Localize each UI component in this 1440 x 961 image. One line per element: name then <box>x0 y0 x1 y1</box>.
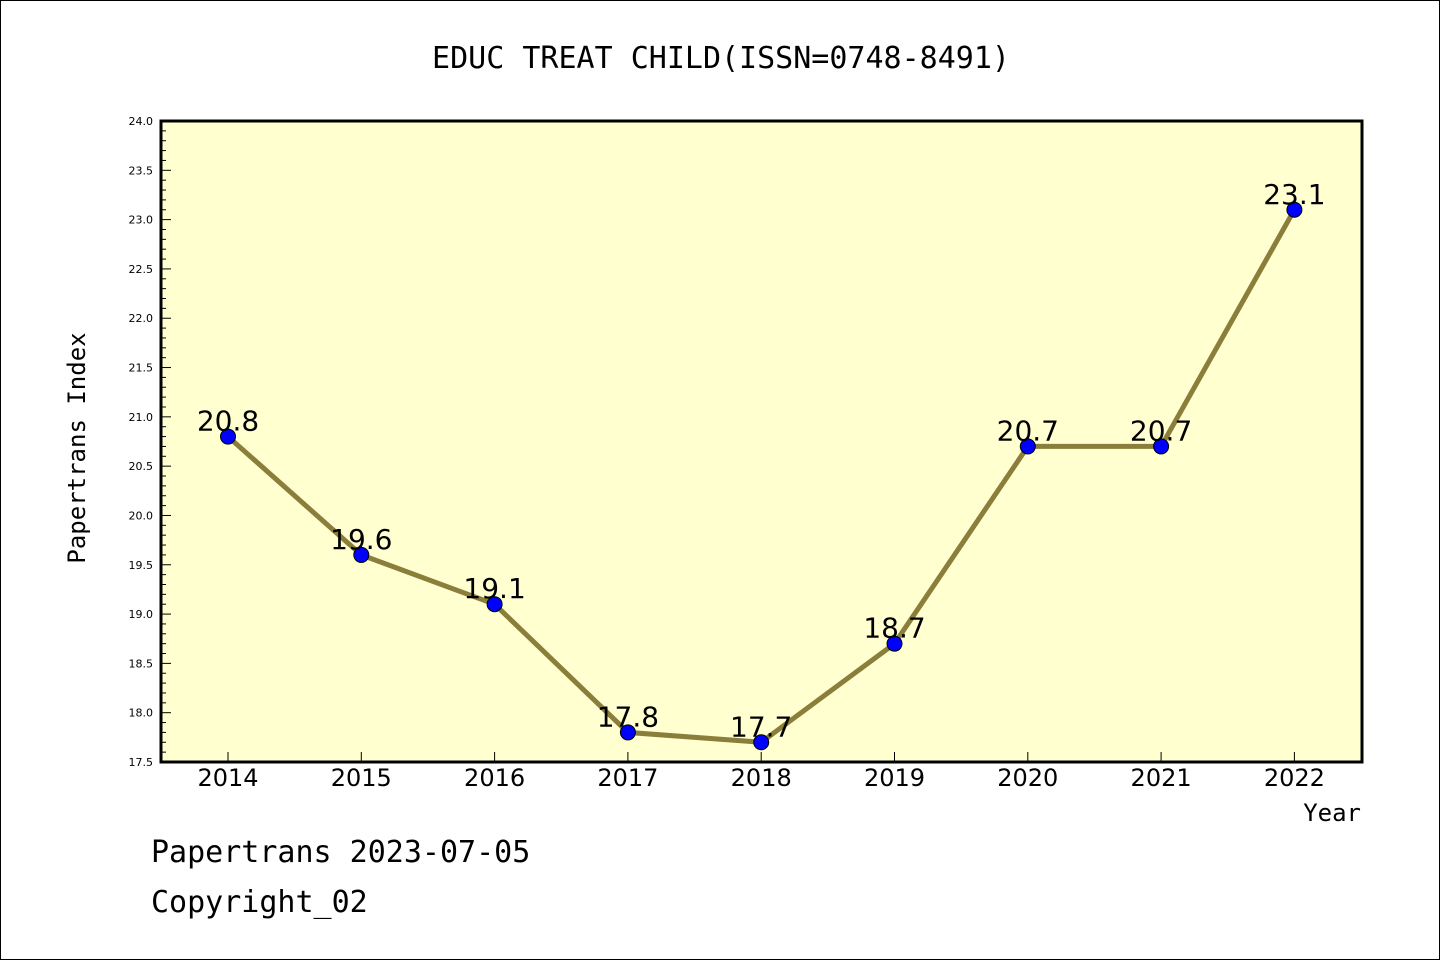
y-tick-label: 20.5 <box>129 460 154 473</box>
x-tick-label: 2016 <box>464 764 525 792</box>
data-label: 20.8 <box>197 405 259 438</box>
data-label: 17.8 <box>597 700 659 733</box>
x-axis: 2014 2015 2016 2017 2018 2019 2020 2021 2022 <box>197 752 1325 792</box>
y-tick-label: 23.0 <box>129 214 154 227</box>
chart-title: EDUC TREAT CHILD(ISSN=0748-8491) <box>432 41 1010 76</box>
y-tick-label: 21.5 <box>129 362 154 375</box>
data-point <box>886 635 903 652</box>
y-tick-label: 23.5 <box>129 164 154 177</box>
data-point <box>486 596 503 613</box>
data-label: 18.7 <box>863 612 925 645</box>
data-point <box>353 546 370 563</box>
data-label: 19.6 <box>330 523 392 556</box>
y-tick-label: 18.5 <box>129 657 154 670</box>
y-tick-label: 20.0 <box>129 509 154 522</box>
y-tick-label: 17.5 <box>129 756 154 769</box>
data-label: 20.7 <box>1130 414 1192 447</box>
y-tick-label: 24.0 <box>129 115 154 128</box>
x-tick-label: 2018 <box>731 764 792 792</box>
data-point <box>1286 201 1303 218</box>
footer-copyright: Copyright_02 <box>151 885 368 920</box>
x-tick-label: 2015 <box>331 764 392 792</box>
y-tick-label: 19.0 <box>129 608 154 621</box>
x-tick-label: 2014 <box>197 764 258 792</box>
y-axis: 17.5 18.0 18.5 19.0 19.5 20.0 20.5 21.0 21.5 22.0… <box>129 115 171 769</box>
y-tick-label: 22.5 <box>129 263 154 276</box>
y-tick-label: 18.0 <box>129 707 154 720</box>
x-tick-label: 2021 <box>1131 764 1192 792</box>
x-tick-label: 2019 <box>864 764 925 792</box>
data-label: 23.1 <box>1263 178 1325 211</box>
data-point <box>619 724 636 741</box>
x-tick-label: 2017 <box>597 764 658 792</box>
x-tick-label: 2020 <box>997 764 1058 792</box>
data-point <box>753 734 770 751</box>
data-point <box>1153 438 1170 455</box>
data-label: 17.7 <box>730 710 792 743</box>
y-tick-label: 19.5 <box>129 559 154 572</box>
x-axis-label: Year <box>1303 799 1361 827</box>
data-label: 20.7 <box>997 414 1059 447</box>
series-line-group: 20.8 19.6 19.1 17.8 17.7 18.7 20.7 20.7 23.1 <box>197 178 1326 751</box>
y-tick-label: 22.0 <box>129 312 154 325</box>
x-tick-label: 2022 <box>1264 764 1325 792</box>
data-point <box>1019 438 1036 455</box>
y-tick-label: 21.0 <box>129 411 154 424</box>
data-point <box>220 428 236 445</box>
y-axis-label: Papertrans Index <box>63 332 91 563</box>
footer-date: Papertrans 2023-07-05 <box>151 835 531 870</box>
data-label: 19.1 <box>463 572 525 605</box>
